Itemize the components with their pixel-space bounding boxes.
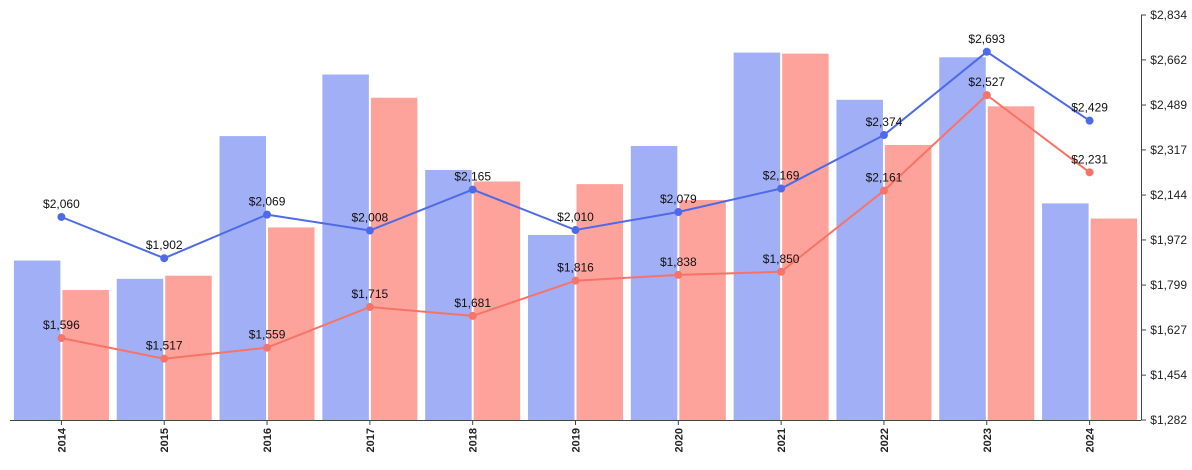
line-point-b-2015 — [160, 354, 169, 363]
y-tick-label: $2,144 — [1150, 188, 1187, 202]
x-tick-label: 2020 — [673, 428, 685, 452]
data-label-a-2015: $1,902 — [146, 238, 183, 252]
y-tick-label: $2,834 — [1150, 8, 1187, 22]
line-point-b-2018 — [468, 311, 477, 320]
data-label-b-2019: $1,816 — [557, 261, 594, 275]
line-point-a-2020 — [674, 208, 683, 217]
data-label-a-2019: $2,010 — [557, 210, 594, 224]
lines-layer — [57, 47, 1094, 363]
data-label-b-2014: $1,596 — [43, 318, 80, 332]
data-label-a-2014: $2,060 — [43, 197, 80, 211]
bar-b-2017 — [370, 97, 418, 420]
line-point-b-2021 — [777, 267, 786, 276]
data-labels-layer: $2,060 $1,902 $2,069 $2,008 $2,165 $2,010 $2,0… — [43, 32, 1108, 353]
line-point-a-2023 — [982, 47, 991, 56]
bar-a-2023 — [939, 57, 986, 421]
line-point-a-2024 — [1085, 116, 1094, 125]
data-label-b-2022: $2,161 — [866, 171, 903, 185]
line-point-b-2023 — [982, 91, 991, 100]
x-tick-label: 2024 — [1085, 427, 1097, 452]
y-tick-label: $2,317 — [1150, 143, 1187, 157]
x-tick-label: 2018 — [468, 428, 480, 452]
line-point-a-2018 — [468, 185, 477, 194]
data-label-a-2024: $2,429 — [1071, 101, 1108, 115]
x-tick-label: 2019 — [571, 428, 583, 452]
bar-a-2019 — [528, 234, 575, 420]
data-label-b-2023: $2,527 — [968, 75, 1005, 89]
data-label-a-2018: $2,165 — [454, 170, 491, 184]
data-label-a-2017: $2,008 — [352, 211, 389, 225]
line-point-b-2019 — [571, 276, 580, 285]
data-label-b-2021: $1,850 — [763, 252, 800, 266]
line-point-a-2014 — [57, 212, 66, 221]
line-point-b-2016 — [263, 343, 272, 352]
data-label-b-2017: $1,715 — [352, 287, 389, 301]
line-point-b-2017 — [365, 303, 374, 312]
data-label-a-2022: $2,374 — [866, 115, 903, 129]
bar-b-2014 — [62, 290, 109, 420]
data-label-a-2021: $2,169 — [763, 169, 800, 183]
line-point-a-2022 — [879, 131, 888, 140]
data-label-b-2020: $1,838 — [660, 255, 697, 269]
bar-b-2018 — [473, 181, 521, 420]
bar-a-2024 — [1042, 203, 1089, 420]
y-tick-label: $1,627 — [1150, 323, 1187, 337]
line-point-b-2024 — [1085, 168, 1094, 177]
axes-layer: $1,282 $1,454 $1,627 $1,799 $1,972 $2,144 $2,3… — [10, 8, 1187, 452]
bar-b-2016 — [268, 227, 315, 420]
data-label-a-2023: $2,693 — [968, 32, 1005, 46]
data-label-b-2018: $1,681 — [454, 296, 491, 310]
y-tick-label: $1,972 — [1150, 233, 1187, 247]
y-tick-label: $1,282 — [1150, 413, 1187, 427]
data-label-a-2020: $2,079 — [660, 192, 697, 206]
y-tick-label: $1,454 — [1150, 368, 1187, 382]
bar-b-2024 — [1090, 218, 1138, 420]
data-label-b-2016: $1,559 — [249, 328, 286, 342]
y-tick-label: $1,799 — [1150, 278, 1187, 292]
bar-b-2023 — [987, 106, 1035, 420]
line-point-a-2016 — [263, 210, 272, 219]
bar-a-2017 — [322, 74, 369, 420]
x-tick-label: 2015 — [159, 428, 171, 452]
data-label-b-2015: $1,517 — [146, 339, 183, 353]
bar-b-2015 — [165, 275, 212, 420]
bar-a-2021 — [733, 52, 781, 420]
bar-b-2021 — [782, 53, 829, 421]
bar-b-2020 — [679, 200, 726, 420]
x-tick-label: 2022 — [879, 428, 891, 452]
x-tick-label: 2014 — [56, 427, 68, 452]
line-point-a-2015 — [160, 254, 169, 263]
line-point-a-2019 — [571, 226, 580, 235]
bar-a-2018 — [425, 170, 472, 420]
bar-a-2014 — [13, 260, 61, 420]
line-point-a-2021 — [777, 184, 786, 193]
line-point-b-2022 — [879, 186, 888, 195]
y-tick-label: $2,489 — [1150, 98, 1187, 112]
x-tick-label: 2016 — [262, 428, 274, 452]
bars-layer — [13, 52, 1138, 421]
x-tick-label: 2017 — [365, 428, 377, 452]
line-point-a-2017 — [365, 226, 374, 235]
bar-a-2016 — [219, 136, 267, 421]
bar-b-2022 — [884, 144, 932, 420]
bar-a-2015 — [116, 278, 164, 420]
bar-a-2022 — [836, 99, 883, 420]
line-point-b-2020 — [674, 270, 683, 279]
data-label-b-2024: $2,231 — [1071, 152, 1108, 166]
data-label-a-2016: $2,069 — [249, 195, 286, 209]
x-tick-label: 2021 — [776, 428, 788, 452]
line-point-b-2014 — [57, 334, 66, 343]
x-tick-label: 2023 — [982, 428, 994, 452]
bar-a-2020 — [630, 145, 678, 420]
y-tick-label: $2,662 — [1150, 53, 1187, 67]
